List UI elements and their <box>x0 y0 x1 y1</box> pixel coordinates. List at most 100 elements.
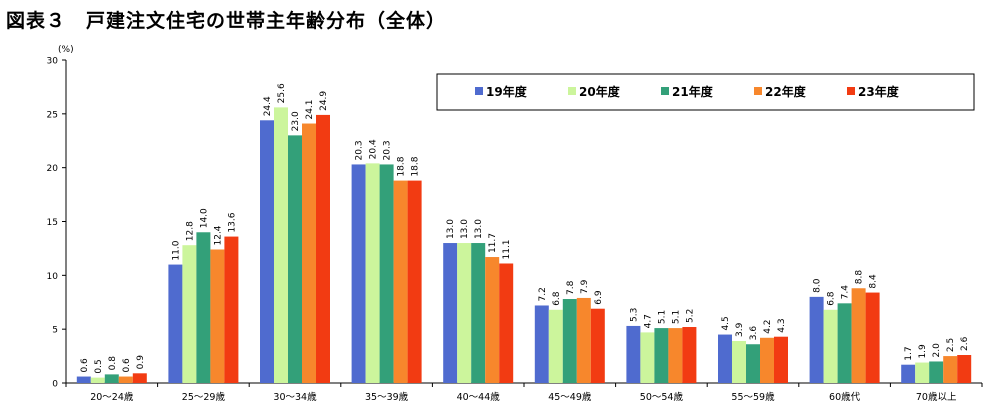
bars <box>76 107 972 384</box>
y-tick-label: 5 <box>52 326 58 336</box>
data-label: 0.9 <box>136 355 146 370</box>
data-label: 0.6 <box>80 358 90 373</box>
data-label: 5.1 <box>657 310 667 324</box>
category-label: 20～24歳 <box>90 391 134 403</box>
bar <box>316 114 330 383</box>
bar <box>548 309 563 383</box>
data-label: 6.8 <box>552 291 562 306</box>
bar <box>118 376 133 383</box>
data-label: 0.8 <box>108 356 118 371</box>
bar <box>915 362 930 383</box>
data-label: 7.8 <box>566 280 576 295</box>
bar <box>196 232 211 383</box>
category-label: 50～54歳 <box>640 391 684 403</box>
data-label: 13.0 <box>460 219 470 239</box>
bar <box>132 373 147 383</box>
data-label: 18.8 <box>397 156 407 176</box>
bar <box>485 257 500 383</box>
data-label: 2.6 <box>960 336 970 351</box>
bar <box>407 180 422 383</box>
bar <box>76 376 91 383</box>
legend-swatch <box>475 87 483 95</box>
y-tick-label: 20 <box>47 164 59 174</box>
y-tick-label: 25 <box>47 110 58 120</box>
bar <box>288 135 302 383</box>
bar <box>760 337 774 383</box>
data-label: 11.0 <box>171 240 181 260</box>
bar <box>837 303 852 383</box>
data-label: 3.6 <box>749 326 759 341</box>
legend-box <box>436 73 975 111</box>
bar <box>746 344 760 383</box>
bar <box>929 361 944 383</box>
data-labels: 0.6 0.5 0.8 0.6 0.9 11.0 12.8 14.0 12.4 13.6 24.4 2… <box>80 83 970 374</box>
data-label: 7.9 <box>580 279 590 294</box>
data-label: 6.8 <box>827 291 837 306</box>
y-tick-label: 30 <box>47 57 59 67</box>
legend-label: 21年度 <box>672 84 714 99</box>
legend-label: 23年度 <box>858 84 900 99</box>
category-label: 45～49歳 <box>548 391 592 403</box>
bar <box>640 332 655 383</box>
legend-label: 20年度 <box>579 84 621 99</box>
y-axis-unit-label: (%) <box>58 45 74 55</box>
data-label: 7.4 <box>841 285 851 300</box>
data-label: 6.9 <box>594 290 604 305</box>
chart-title: 図表３ 戸建注文住宅の世帯主年齢分布（全体） <box>6 10 447 32</box>
legend-label: 22年度 <box>765 84 807 99</box>
bar <box>260 120 274 383</box>
bar <box>351 164 366 383</box>
bar <box>576 297 591 383</box>
data-label: 11.7 <box>488 233 498 253</box>
bar <box>534 305 549 383</box>
data-label: 24.4 <box>263 96 273 116</box>
bar <box>457 243 472 383</box>
category-label: 25～29歳 <box>182 391 226 403</box>
y-tick-label: 0 <box>52 380 58 390</box>
bar <box>626 325 641 383</box>
y-tick-label: 10 <box>47 272 59 282</box>
data-label: 25.6 <box>277 83 287 103</box>
bar <box>274 107 288 383</box>
data-label: 5.2 <box>685 309 695 323</box>
bar <box>365 163 380 383</box>
bar <box>224 236 239 383</box>
legend-swatch <box>754 87 762 95</box>
legend-swatch <box>847 87 855 95</box>
bar <box>471 243 486 383</box>
bar <box>654 328 669 383</box>
category-label: 55～59歳 <box>731 391 775 403</box>
data-label: 18.8 <box>411 156 421 176</box>
category-label: 70歳以上 <box>916 391 957 403</box>
bar <box>682 327 697 383</box>
bar <box>718 334 732 383</box>
bar <box>210 249 225 383</box>
data-label: 8.4 <box>869 274 879 289</box>
category-label: 60歳代 <box>829 391 861 403</box>
bar <box>774 336 788 383</box>
data-label: 1.7 <box>904 346 914 360</box>
bar <box>168 264 183 383</box>
bar <box>90 377 105 383</box>
data-label: 5.1 <box>671 310 681 324</box>
data-label: 7.2 <box>538 287 548 301</box>
legend-swatch <box>568 87 576 95</box>
data-label: 20.3 <box>355 140 365 160</box>
bar <box>943 356 958 383</box>
bar <box>732 341 746 383</box>
bar <box>302 123 316 384</box>
y-tick-label: 15 <box>47 218 58 228</box>
bar <box>823 309 838 383</box>
bar <box>865 292 880 383</box>
data-label: 23.0 <box>291 111 301 131</box>
data-label: 24.9 <box>319 91 329 111</box>
bar <box>393 180 408 383</box>
data-label: 0.5 <box>94 359 104 373</box>
category-label: 40～44歳 <box>457 391 501 403</box>
legend: 19年度 20年度 21年度 22年度 23年度 <box>436 73 975 111</box>
data-label: 4.3 <box>777 318 787 332</box>
data-label: 8.8 <box>855 270 865 285</box>
bar <box>562 299 577 383</box>
data-label: 20.4 <box>369 139 379 159</box>
